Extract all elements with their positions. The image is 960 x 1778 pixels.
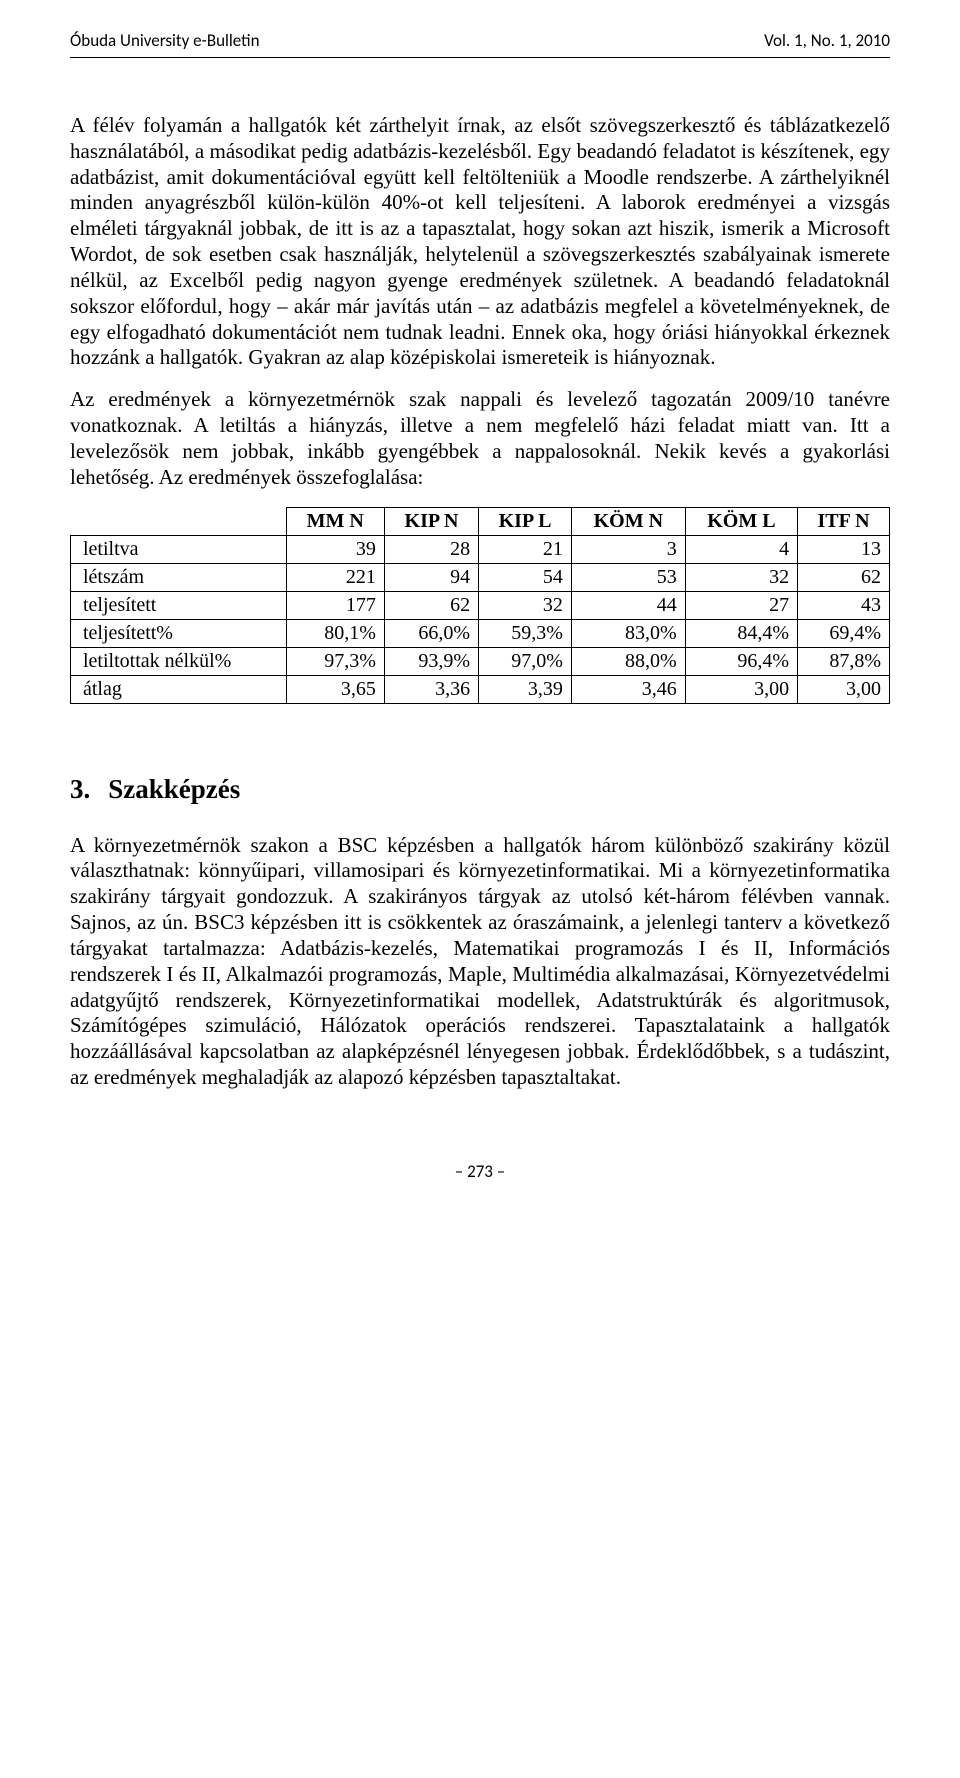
table-cell: 83,0%: [571, 619, 685, 647]
row-label: létszám: [71, 563, 287, 591]
table-corner-cell: [71, 507, 287, 535]
table-cell: 3,36: [384, 675, 478, 703]
table-cell: 93,9%: [384, 647, 478, 675]
table-cell: 44: [571, 591, 685, 619]
table-cell: 97,0%: [479, 647, 572, 675]
table-cell: 53: [571, 563, 685, 591]
table-row: teljesített%80,1%66,0%59,3%83,0%84,4%69,…: [71, 619, 890, 647]
page-header: Óbuda University e-Bulletin Vol. 1, No. …: [70, 30, 890, 51]
table-body: letiltva3928213413létszám2219454533262te…: [71, 535, 890, 703]
table-cell: 3,00: [685, 675, 797, 703]
table-cell: 62: [798, 563, 890, 591]
table-cell: 97,3%: [286, 647, 384, 675]
paragraph-3: A környezetmérnök szakon a BSC képzésben…: [70, 833, 890, 1091]
col-header: ITF N: [798, 507, 890, 535]
table-cell: 27: [685, 591, 797, 619]
results-table: MM N KIP N KIP L KÖM N KÖM L ITF N letil…: [70, 507, 890, 704]
table-cell: 80,1%: [286, 619, 384, 647]
table-cell: 88,0%: [571, 647, 685, 675]
table-cell: 32: [685, 563, 797, 591]
table-cell: 3: [571, 535, 685, 563]
section-title: Szakképzés: [108, 774, 240, 804]
table-row: teljesített1776232442743: [71, 591, 890, 619]
table-cell: 94: [384, 563, 478, 591]
table-cell: 21: [479, 535, 572, 563]
table-cell: 3,46: [571, 675, 685, 703]
table-cell: 3,39: [479, 675, 572, 703]
col-header: MM N: [286, 507, 384, 535]
section-heading: 3. Szakképzés: [70, 774, 890, 805]
table-header-row: MM N KIP N KIP L KÖM N KÖM L ITF N: [71, 507, 890, 535]
header-left: Óbuda University e-Bulletin: [70, 30, 260, 51]
table-cell: 62: [384, 591, 478, 619]
col-header: KÖM N: [571, 507, 685, 535]
row-label: letiltva: [71, 535, 287, 563]
section-number: 3.: [70, 774, 90, 804]
table-row: letiltottak nélkül%97,3%93,9%97,0%88,0%9…: [71, 647, 890, 675]
table-row: letiltva3928213413: [71, 535, 890, 563]
table-cell: 13: [798, 535, 890, 563]
row-label: letiltottak nélkül%: [71, 647, 287, 675]
table-cell: 3,00: [798, 675, 890, 703]
table-cell: 28: [384, 535, 478, 563]
table-cell: 66,0%: [384, 619, 478, 647]
row-label: átlag: [71, 675, 287, 703]
row-label: teljesített%: [71, 619, 287, 647]
table-cell: 84,4%: [685, 619, 797, 647]
paragraph-1: A félév folyamán a hallgatók két zárthel…: [70, 113, 890, 371]
header-right: Vol. 1, No. 1, 2010: [764, 30, 890, 51]
table-cell: 4: [685, 535, 797, 563]
col-header: KIP N: [384, 507, 478, 535]
table-row: átlag3,653,363,393,463,003,00: [71, 675, 890, 703]
page-footer: – 273 –: [70, 1161, 890, 1182]
col-header: KÖM L: [685, 507, 797, 535]
table-cell: 59,3%: [479, 619, 572, 647]
header-divider: [70, 57, 890, 58]
table-cell: 69,4%: [798, 619, 890, 647]
table-cell: 96,4%: [685, 647, 797, 675]
table-row: létszám2219454533262: [71, 563, 890, 591]
col-header: KIP L: [479, 507, 572, 535]
table-cell: 177: [286, 591, 384, 619]
table-cell: 54: [479, 563, 572, 591]
table-cell: 3,65: [286, 675, 384, 703]
table-cell: 87,8%: [798, 647, 890, 675]
table-cell: 32: [479, 591, 572, 619]
table-cell: 221: [286, 563, 384, 591]
table-cell: 39: [286, 535, 384, 563]
table-cell: 43: [798, 591, 890, 619]
paragraph-2: Az eredmények a környezetmérnök szak nap…: [70, 387, 890, 490]
row-label: teljesített: [71, 591, 287, 619]
